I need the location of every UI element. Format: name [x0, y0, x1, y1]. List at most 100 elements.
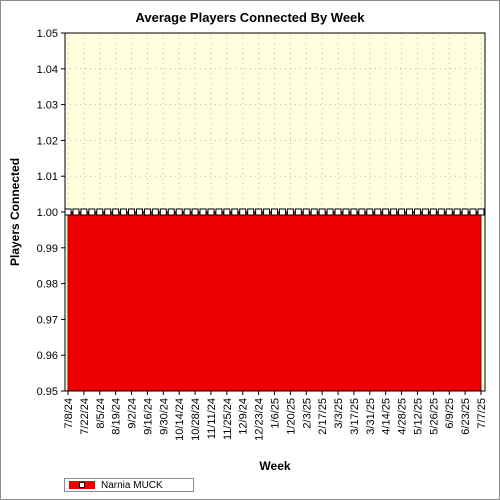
data-point [278, 208, 286, 216]
x-tick-label: 9/2/24 [127, 398, 139, 429]
y-tick-label: 1.02 [37, 135, 58, 147]
data-point [318, 208, 326, 216]
legend-swatch [69, 481, 95, 489]
data-point [445, 208, 453, 216]
x-tick-label: 2/17/25 [317, 398, 329, 435]
x-tick-label: 8/5/24 [95, 398, 107, 429]
x-tick-label: 6/9/25 [444, 398, 456, 429]
x-tick-label: 2/3/25 [301, 398, 313, 429]
x-tick-label: 7/7/25 [476, 398, 488, 429]
data-point [310, 208, 318, 216]
data-point [255, 208, 263, 216]
data-point [207, 208, 215, 216]
data-point [167, 208, 175, 216]
y-tick-label: 0.95 [37, 386, 58, 398]
data-point [247, 208, 255, 216]
data-point [159, 208, 167, 216]
y-tick-label: 1.05 [37, 28, 58, 40]
data-point [286, 208, 294, 216]
data-point [469, 208, 477, 216]
data-point [223, 208, 231, 216]
x-tick-label: 10/14/24 [174, 398, 186, 441]
data-point [143, 208, 151, 216]
x-tick-label: 5/26/25 [428, 398, 440, 435]
x-tick-label: 10/28/24 [190, 398, 202, 441]
data-point [64, 208, 72, 216]
data-point [302, 208, 310, 216]
data-point [413, 208, 421, 216]
data-point [135, 208, 143, 216]
data-point [421, 208, 429, 216]
data-point [175, 208, 183, 216]
data-point [398, 208, 406, 216]
data-point [390, 208, 398, 216]
data-point [104, 208, 112, 216]
legend-label: Narnia MUCK [101, 479, 163, 491]
y-tick-label: 1.04 [37, 64, 58, 76]
data-point [429, 208, 437, 216]
x-tick-label: 7/22/24 [79, 398, 91, 435]
x-tick-label: 3/31/25 [365, 398, 377, 435]
data-point [342, 208, 350, 216]
chart-title: Average Players Connected By Week [135, 10, 365, 25]
x-axis-label: Week [259, 459, 290, 473]
x-tick-label: 1/20/25 [285, 398, 297, 435]
x-tick-label: 11/25/24 [222, 398, 234, 440]
y-tick-label: 0.96 [37, 350, 58, 362]
data-point [453, 208, 461, 216]
x-tick-label: 7/8/24 [63, 398, 75, 429]
data-point [461, 208, 469, 216]
data-point [437, 208, 445, 216]
x-tick-label: 3/3/25 [333, 398, 345, 429]
data-point [406, 208, 414, 216]
data-point [326, 208, 334, 216]
data-point [120, 208, 128, 216]
x-tick-label: 6/23/25 [460, 398, 472, 435]
data-point [151, 208, 159, 216]
data-point [358, 208, 366, 216]
x-tick-label: 11/11/24 [206, 398, 218, 439]
series-area [67, 211, 482, 392]
x-tick-label: 9/30/24 [158, 398, 170, 435]
x-tick-label: 3/17/25 [349, 398, 361, 435]
y-axis-label: Players Connected [8, 158, 22, 266]
data-point [239, 208, 247, 216]
data-point [112, 208, 120, 216]
data-point [334, 208, 342, 216]
x-tick-label: 1/6/25 [270, 398, 282, 429]
x-axis: 7/8/24 7/22/24 8/5/24 8/19/24 9/2/24 9/16/24 9… [63, 391, 488, 441]
data-point [72, 208, 80, 216]
x-tick-label: 8/19/24 [111, 398, 123, 435]
legend: Narnia MUCK [64, 478, 194, 492]
data-point [96, 208, 104, 216]
data-point [477, 208, 485, 216]
y-tick-label: 1.00 [37, 207, 58, 219]
x-tick-label: 4/28/25 [397, 398, 409, 435]
y-tick-label: 1.01 [37, 171, 58, 183]
data-point [199, 208, 207, 216]
y-tick-label: 0.99 [37, 243, 58, 255]
data-point [88, 208, 96, 216]
data-point [80, 208, 88, 216]
x-tick-label: 12/23/24 [254, 398, 266, 441]
data-point [271, 208, 278, 216]
data-point [350, 208, 358, 216]
x-tick-label: 5/12/25 [412, 398, 424, 435]
data-point [215, 208, 223, 216]
y-tick-label: 0.97 [37, 314, 58, 326]
data-point [374, 208, 382, 216]
data-point [183, 208, 191, 216]
y-tick-label: 0.98 [37, 279, 58, 291]
data-point [294, 208, 302, 216]
y-axis: 0.95 0.96 0.97 0.98 0.99 1.00 1.01 1.02 1.03 1.04… [37, 28, 65, 398]
data-point [231, 208, 239, 216]
x-tick-label: 12/9/24 [238, 398, 250, 435]
y-tick-label: 1.03 [37, 100, 58, 112]
x-tick-label: 9/16/24 [142, 398, 154, 435]
data-point [191, 208, 199, 216]
data-point [382, 208, 390, 216]
plot-area [64, 32, 486, 392]
data-point [366, 208, 374, 216]
x-tick-label: 4/14/25 [381, 398, 393, 435]
